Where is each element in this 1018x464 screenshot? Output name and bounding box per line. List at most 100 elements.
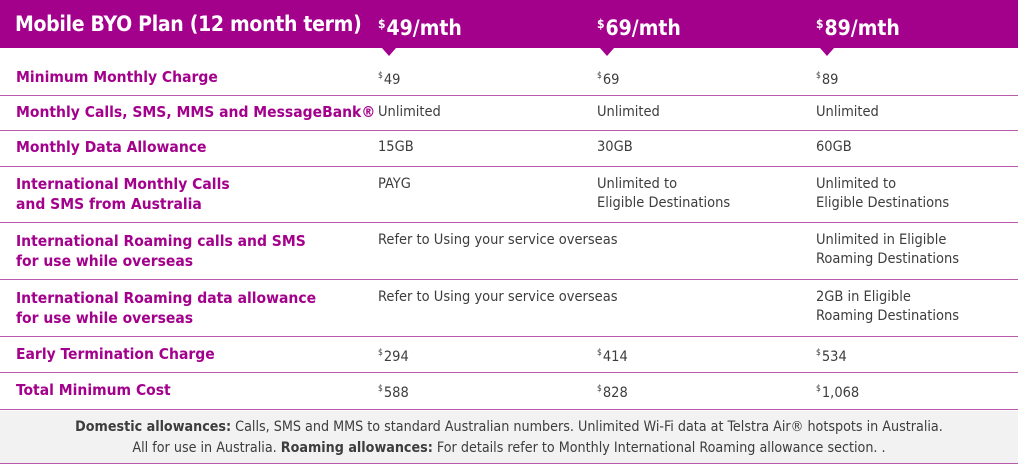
footer-line-1: Domestic allowances: Calls, SMS and MMS … [0, 417, 1018, 437]
value-cell: $49 [378, 67, 400, 90]
value-cell: $828 [597, 380, 628, 403]
value-line: $588 [378, 380, 409, 403]
value-cell: Refer to Using your service overseas [378, 231, 618, 250]
value-line: Roaming Destinations [816, 307, 959, 326]
currency-symbol: $ [816, 348, 821, 358]
value-line: 2GB in Eligible [816, 288, 959, 307]
price-value: 69/mth [605, 16, 681, 40]
value-line: Unlimited [597, 103, 660, 122]
table-row-monthly-data-allowance: Monthly Data Allowance 15GB 30GB 60GB [0, 130, 1018, 167]
value-line: Unlimited to [597, 175, 730, 194]
row-label-line: Minimum Monthly Charge [16, 68, 218, 86]
currency-symbol: $ [816, 71, 821, 81]
value-cell: PAYG [378, 175, 411, 194]
value-cell: Unlimited [597, 103, 660, 122]
currency-symbol: $ [597, 348, 602, 358]
value-text: 414 [602, 349, 628, 365]
footer-text: Calls, SMS and MMS to standard Australia… [231, 419, 943, 435]
value-cell: $294 [378, 344, 409, 367]
currency-symbol: $ [816, 384, 821, 394]
value-line: $69 [597, 67, 619, 90]
footer-bold: Domestic allowances: [75, 419, 232, 435]
value-text: 294 [383, 349, 409, 365]
table-row-international-roaming-calls: International Roaming calls and SMS for u… [0, 222, 1018, 280]
value-line: 60GB [816, 138, 852, 157]
row-label-line: Early Termination Charge [16, 345, 215, 363]
value-text: 828 [602, 385, 628, 401]
row-label-line: and SMS from Australia [16, 195, 202, 213]
value-text: Unlimited [816, 104, 879, 120]
currency-symbol: $ [378, 17, 386, 31]
value-cell: $1,068 [816, 380, 859, 403]
value-cell: Refer to Using your service overseas [378, 288, 618, 307]
value-text: 69 [602, 72, 620, 88]
table-row-minimum-monthly-charge: Minimum Monthly Charge $49 $69 $89 [0, 58, 1018, 96]
table-row-international-roaming-data: International Roaming data allowance for … [0, 279, 1018, 337]
table-row-international-monthly-calls: International Monthly Calls and SMS from … [0, 166, 1018, 223]
value-line: Unlimited in Eligible [816, 231, 959, 250]
header-notch [820, 48, 834, 56]
value-text: Unlimited to [816, 176, 897, 192]
row-label-line: International Roaming data allowance [16, 289, 317, 307]
currency-symbol: $ [597, 384, 602, 394]
value-text: 49 [383, 72, 401, 88]
table-row-monthly-calls-sms: Monthly Calls, SMS, MMS and MessageBank®… [0, 95, 1018, 131]
row-label: Total Minimum Cost [16, 380, 171, 400]
value-text: 534 [821, 349, 847, 365]
row-label: Early Termination Charge [16, 344, 215, 364]
currency-symbol: $ [378, 71, 383, 81]
value-line: $294 [378, 344, 409, 367]
value-text: 1,068 [821, 385, 860, 401]
value-cell: 60GB [816, 138, 852, 157]
row-label-line: for use while overseas [16, 309, 194, 327]
value-line: $534 [816, 344, 847, 367]
value-text: 588 [383, 385, 409, 401]
value-line: Unlimited [816, 103, 879, 122]
footer-text: All for use in Australia. [132, 440, 281, 456]
price-value: 89/mth [824, 16, 900, 40]
value-text: Roaming Destinations [816, 308, 960, 324]
row-label-line: International Roaming calls and SMS [16, 232, 306, 250]
value-text: Refer to Using your service overseas [378, 232, 618, 248]
value-cell: Unlimited to Eligible Destinations [816, 175, 949, 213]
value-cell: Unlimited in Eligible Roaming Destination… [816, 231, 959, 269]
value-line: 15GB [378, 138, 414, 157]
price-header-49: $49/mth [378, 0, 462, 48]
value-line: 30GB [597, 138, 633, 157]
footer-note: Domestic allowances: Calls, SMS and MMS … [0, 411, 1018, 464]
value-cell: $89 [816, 67, 838, 90]
footer-line-2: All for use in Australia. Roaming allowa… [0, 438, 1018, 458]
currency-symbol: $ [597, 71, 602, 81]
value-text: 15GB [378, 139, 414, 155]
plan-title: Mobile BYO Plan (12 month term) [15, 12, 362, 36]
value-line: $414 [597, 344, 628, 367]
row-label-line: Monthly Calls, SMS, MMS and MessageBank® [16, 103, 376, 121]
value-cell: $534 [816, 344, 847, 367]
value-line: Roaming Destinations [816, 250, 959, 269]
value-text: Unlimited [597, 104, 660, 120]
value-line: $828 [597, 380, 628, 403]
value-line: $49 [378, 67, 400, 90]
value-cell: Unlimited [378, 103, 441, 122]
value-line: Unlimited [378, 103, 441, 122]
value-cell: $588 [378, 380, 409, 403]
plan-header: Mobile BYO Plan (12 month term) $49/mth … [0, 0, 1018, 56]
row-label-line: Monthly Data Allowance [16, 138, 207, 156]
row-label: Monthly Calls, SMS, MMS and MessageBank® [16, 102, 375, 122]
value-line: $89 [816, 67, 838, 90]
value-text: 30GB [597, 139, 633, 155]
value-text: PAYG [378, 176, 411, 192]
value-line: Eligible Destinations [816, 194, 949, 213]
value-cell: $414 [597, 344, 628, 367]
row-label: International Roaming calls and SMS for u… [16, 231, 306, 271]
table-row-early-termination-charge: Early Termination Charge $294 $414 $534 [0, 336, 1018, 373]
value-text: Unlimited [378, 104, 441, 120]
currency-symbol: $ [378, 384, 383, 394]
row-label: Minimum Monthly Charge [16, 67, 218, 87]
value-text: Eligible Destinations [816, 195, 950, 211]
value-text: Unlimited in Eligible [816, 232, 947, 248]
row-label-line: for use while overseas [16, 252, 194, 270]
header-notch [382, 48, 396, 56]
header-notch [600, 48, 614, 56]
value-text: Unlimited to [597, 176, 678, 192]
